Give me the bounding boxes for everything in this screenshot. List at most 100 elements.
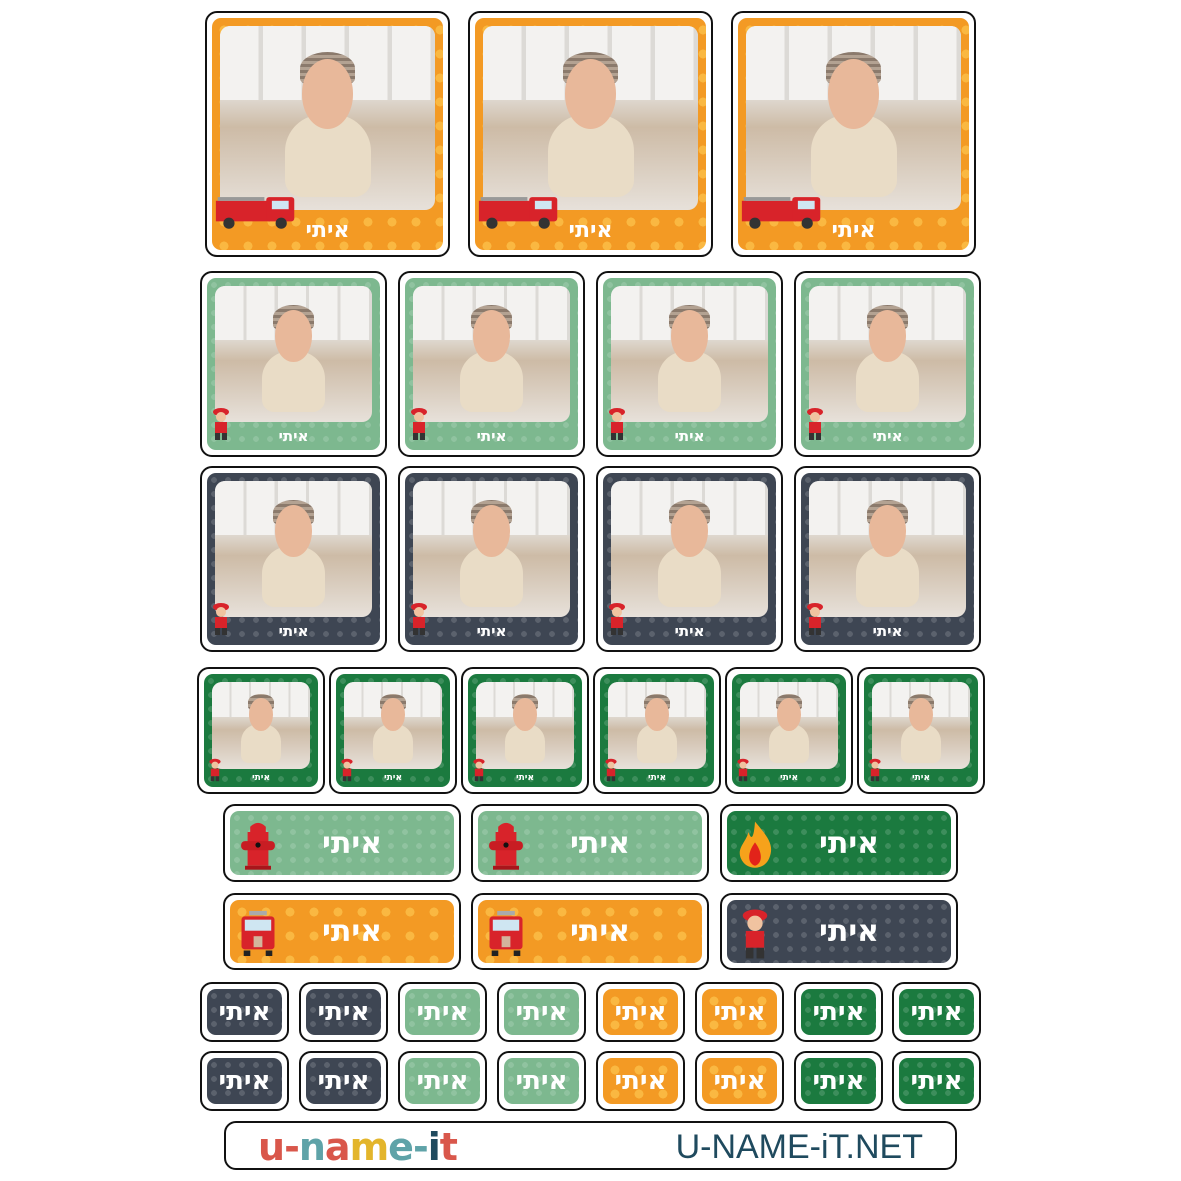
photo-face (274, 310, 313, 363)
firefighter-icon (208, 757, 222, 783)
sticker-name: איתי (476, 622, 507, 640)
fire-truck-front-icon (484, 908, 528, 960)
sticker-name: איתי (819, 914, 879, 949)
brand-logo: u-name-it (258, 1125, 458, 1169)
sticker-background: איתי (405, 473, 578, 645)
sticker-background: איתי (405, 278, 578, 450)
firefighter-icon (211, 602, 231, 636)
baby-photo (344, 682, 442, 769)
sticker-background: איתי (207, 1058, 282, 1104)
photo-face (472, 505, 511, 558)
sticker-name: איתי (812, 997, 865, 1027)
firefighter-icon (805, 602, 825, 636)
mini-sticker: איתי (596, 982, 685, 1042)
sticker-name: איתי (416, 997, 469, 1027)
sticker-name: איתי (912, 773, 930, 783)
photo-sticker: איתי (200, 466, 387, 652)
sticker-name: איתי (713, 1066, 766, 1096)
baby-photo (483, 26, 698, 210)
photo-sticker: איתי (857, 667, 985, 794)
photo-face (472, 310, 511, 363)
sticker-name: איתי (910, 1066, 963, 1096)
label-sticker: איתי (223, 893, 461, 970)
photo-sticker: איתי (468, 11, 713, 257)
sticker-background: איתי (504, 1058, 579, 1104)
sticker-name: איתי (322, 914, 382, 949)
sticker-name: איתי (516, 773, 534, 783)
mini-sticker: איתי (892, 1051, 981, 1111)
baby-photo (611, 286, 768, 422)
firefighter-icon (607, 602, 627, 636)
sticker-background: איתי (732, 674, 846, 787)
footer-banner: u-name-it U-NAME-iT.NET (224, 1121, 957, 1170)
baby-photo (476, 682, 574, 769)
website-text: U-NAME-iT.NET (675, 1128, 923, 1166)
sticker-name: איתי (713, 997, 766, 1027)
photo-sticker: איתי (329, 667, 457, 794)
sticker-name: איתי (812, 1066, 865, 1096)
sticker-name: איתי (305, 217, 350, 243)
sticker-background: איתי (230, 900, 454, 963)
sticker-name: איתי (831, 217, 876, 243)
sticker-name: איתי (872, 427, 903, 445)
logo-letter: a (324, 1125, 351, 1169)
photo-face (868, 505, 907, 558)
sticker-name: איתי (515, 997, 568, 1027)
photo-face (868, 310, 907, 363)
mini-sticker: איתי (892, 982, 981, 1042)
mini-sticker: איתי (497, 982, 586, 1042)
sticker-background: איתי (207, 989, 282, 1035)
logo-letter: t (439, 1125, 458, 1169)
label-sticker: איתי (720, 893, 958, 970)
sticker-name: איתי (218, 997, 271, 1027)
sticker-name: איתי (570, 914, 630, 949)
sticker-name: איתי (568, 217, 613, 243)
photo-sticker: איתי (398, 271, 585, 457)
photo-sticker: איתי (596, 271, 783, 457)
photo-face (777, 697, 801, 731)
firefighter-icon (607, 407, 627, 441)
sticker-background: איתי (504, 989, 579, 1035)
sticker-background: איתי (478, 900, 702, 963)
sticker-background: איתי (738, 18, 969, 250)
sticker-name: איתי (476, 427, 507, 445)
firefighter-icon (868, 757, 882, 783)
sticker-name: איתי (872, 622, 903, 640)
sticker-background: איתי (801, 278, 974, 450)
baby-photo (809, 481, 966, 617)
photo-face (909, 697, 933, 731)
photo-face (513, 697, 537, 731)
firefighter-icon (604, 757, 618, 783)
mini-sticker: איתי (794, 982, 883, 1042)
sticker-background: איתי (204, 674, 318, 787)
sticker-name: איתי (614, 997, 667, 1027)
mini-sticker: איתי (299, 1051, 388, 1111)
mini-sticker: איתי (200, 1051, 289, 1111)
sticker-background: איתי (468, 674, 582, 787)
firefighter-icon (736, 757, 750, 783)
photo-sticker: איתי (205, 11, 450, 257)
mini-sticker: איתי (398, 982, 487, 1042)
mini-sticker: איתי (200, 982, 289, 1042)
logo-letter: e (388, 1125, 414, 1169)
logo-letter: u (258, 1125, 285, 1169)
fire-hydrant-icon (484, 819, 528, 871)
sticker-background: איתי (306, 1058, 381, 1104)
sticker-background: איתי (727, 811, 951, 875)
logo-letter: i (427, 1125, 441, 1169)
sticker-background: איתי (306, 989, 381, 1035)
firefighter-icon (211, 407, 231, 441)
photo-sticker: איתי (596, 466, 783, 652)
firefighter-icon (409, 602, 429, 636)
sticker-background: איתי (478, 811, 702, 875)
sticker-name: איתי (278, 622, 309, 640)
sticker-background: איתי (336, 674, 450, 787)
baby-photo (413, 286, 570, 422)
baby-photo (215, 481, 372, 617)
label-sticker: איתי (720, 804, 958, 882)
sticker-background: איתי (801, 989, 876, 1035)
mini-sticker: איתי (398, 1051, 487, 1111)
sticker-background: איתי (702, 1058, 777, 1104)
mini-sticker: איתי (695, 1051, 784, 1111)
